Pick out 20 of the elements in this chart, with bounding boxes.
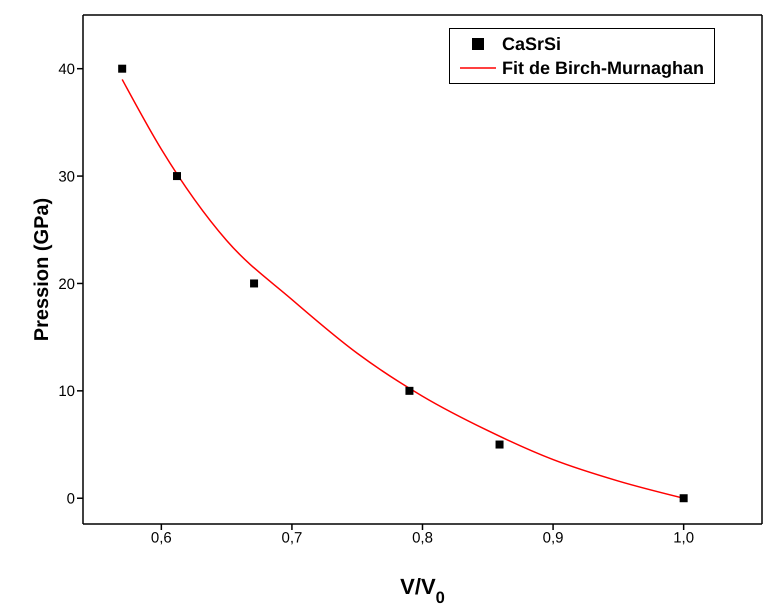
legend-label: CaSrSi bbox=[502, 33, 562, 56]
point bbox=[118, 64, 126, 73]
x-tick-label: 1,0 bbox=[673, 530, 694, 547]
y-tick-label: 40 bbox=[58, 61, 75, 78]
point bbox=[250, 279, 258, 288]
point bbox=[680, 494, 688, 502]
y-axis-title: Pression (GPa) bbox=[31, 198, 53, 342]
y-tick-label: 20 bbox=[58, 276, 75, 293]
x-tick-label: 0,7 bbox=[281, 530, 302, 547]
y-tick-label: 30 bbox=[58, 168, 75, 186]
point bbox=[405, 386, 414, 395]
x-tick-label: 0,6 bbox=[150, 530, 172, 547]
x-tick-label: 0,8 bbox=[412, 530, 433, 547]
point bbox=[496, 440, 504, 449]
x-axis-title: V/V$_{0}$ bbox=[400, 574, 445, 607]
y-tick-label: 10 bbox=[58, 383, 75, 400]
y-tick-label: 0 bbox=[66, 490, 75, 508]
x-tick-label: 0,9 bbox=[542, 530, 564, 547]
point bbox=[173, 172, 182, 180]
legend-label: Fit de Birch-Murnaghan bbox=[502, 57, 704, 80]
